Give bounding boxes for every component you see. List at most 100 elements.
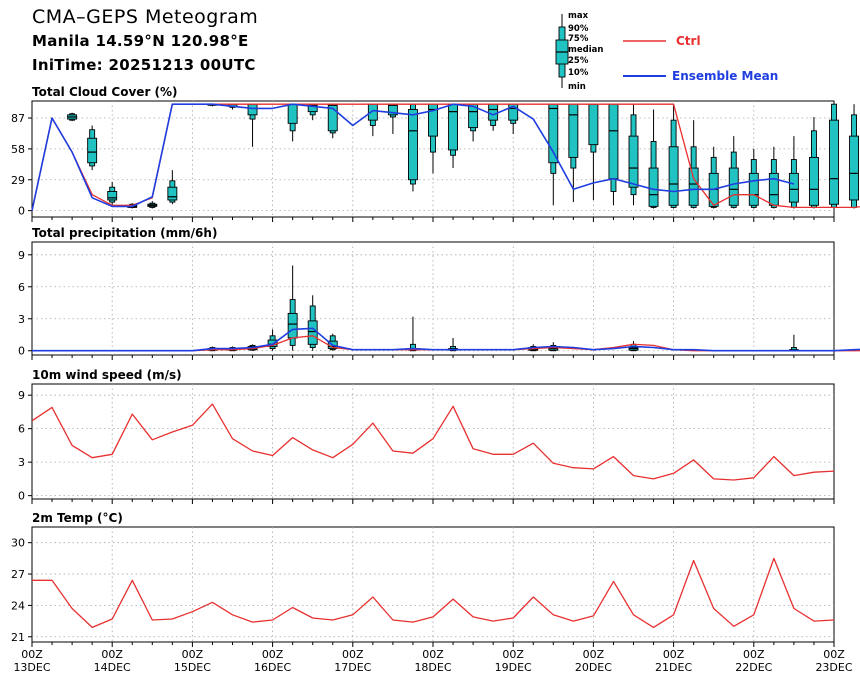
y-tick-label: 0 [18, 205, 25, 218]
y-tick-label: 6 [18, 281, 25, 294]
box-25-75 [829, 119, 839, 205]
y-tick-label: 3 [18, 456, 25, 469]
box-25-75 [688, 167, 699, 206]
ctrl-line [32, 335, 860, 352]
box-25-75 [588, 103, 599, 146]
panel-2: 0 3 6 9 Total precipitation (mm/6h) [18, 226, 860, 360]
panel-title: 10m wind speed (m/s) [32, 368, 182, 382]
x-date-label: 13DEC [13, 661, 50, 674]
x-date-label: 23DEC [815, 661, 852, 674]
box-mark [287, 103, 298, 142]
y-tick-label: 21 [11, 631, 25, 644]
box-mark [448, 103, 458, 169]
ctrl-line [32, 557, 835, 629]
box-mark [648, 109, 659, 209]
box-mark [748, 148, 759, 209]
x-hour-label: 00Z [502, 648, 524, 661]
box-25-75 [87, 137, 98, 164]
box-mark [287, 265, 298, 351]
legend-box-label: median [568, 45, 603, 55]
y-tick-label: 0 [18, 490, 25, 503]
box-mark [688, 120, 699, 209]
box-mark [468, 103, 479, 142]
x-date-label: 19DEC [495, 661, 532, 674]
panel-title: Total precipitation (mm/6h) [32, 226, 217, 240]
box-25-75 [668, 146, 679, 206]
box-mark [508, 103, 519, 134]
box-25-75 [247, 103, 258, 116]
y-tick-label: 6 [18, 423, 25, 436]
x-date-label: 17DEC [334, 661, 371, 674]
panel-3: 0 3 6 9 10m wind speed (m/s) [18, 368, 835, 504]
legend-box-label: max [568, 11, 589, 21]
box-mark [147, 201, 158, 209]
box-25-75 [809, 156, 819, 206]
box-mark [628, 104, 639, 206]
box-25-75 [648, 167, 659, 207]
x-hour-label: 00Z [262, 648, 284, 661]
box-mark [849, 104, 859, 209]
box-mark [548, 103, 559, 206]
plot-frame [31, 526, 835, 643]
box-mark [788, 334, 799, 352]
panel-title: 2m Temp (°C) [32, 511, 123, 525]
y-tick-label: 24 [11, 599, 25, 612]
box-mark [408, 316, 418, 352]
box-mark [829, 103, 839, 209]
y-tick-label: 3 [18, 313, 25, 326]
box-mark [87, 125, 98, 171]
panel-1: 0 29 58 87 Total Cloud Cover (%) [11, 85, 860, 222]
x-hour-label: 00Z [422, 648, 444, 661]
x-hour-label: 00Z [21, 648, 43, 661]
box-mark [668, 104, 679, 209]
box-25-75 [488, 103, 499, 121]
legend-box-label: 90% [568, 24, 589, 34]
x-date-label: 15DEC [174, 661, 211, 674]
box-mark [608, 103, 619, 206]
box-mark [488, 103, 499, 131]
box-mark [408, 103, 418, 192]
box-25-75 [728, 167, 739, 206]
x-hour-label: 00Z [182, 648, 204, 661]
y-tick-label: 30 [11, 537, 25, 550]
box-mark [768, 146, 779, 209]
box-25-75 [849, 135, 859, 201]
box-10-90 [410, 343, 416, 352]
y-tick-label: 9 [18, 249, 25, 262]
box-mark [788, 136, 799, 209]
box-25-75 [788, 172, 799, 203]
y-tick-label: 9 [18, 389, 25, 402]
y-tick-label: 29 [11, 174, 25, 187]
x-date-label: 21DEC [655, 661, 692, 674]
box-mark [167, 170, 178, 205]
x-hour-label: 00Z [342, 648, 364, 661]
box-mark [107, 181, 118, 206]
box-25-75 [628, 135, 639, 188]
x-date-label: 16DEC [254, 661, 291, 674]
x-date-label: 20DEC [575, 661, 612, 674]
box-25-75 [608, 103, 619, 180]
x-date-label: 22DEC [735, 661, 772, 674]
box-mark [448, 337, 458, 352]
box-25-75 [748, 172, 759, 206]
x-hour-label: 00Z [743, 648, 765, 661]
panel-4: 21 24 27 30 2m Temp (°C) [11, 511, 835, 647]
box-25-75 [568, 103, 579, 158]
y-tick-label: 58 [11, 143, 25, 156]
legend-mean-label: Ensemble Mean [672, 69, 778, 83]
box-25-75 [408, 109, 418, 181]
box-mark [568, 103, 579, 203]
box-mark [387, 103, 398, 134]
x-hour-label: 00Z [823, 648, 845, 661]
plot-frame [31, 241, 835, 356]
box-mark [307, 295, 318, 351]
page-title: CMA–GEPS Meteogram [32, 6, 259, 28]
ensemble-mean-line [31, 103, 795, 211]
x-date-label: 14DEC [94, 661, 131, 674]
x-date-label: 18DEC [414, 661, 451, 674]
box-mark [67, 112, 78, 122]
box-25-75 [167, 186, 178, 201]
x-hour-label: 00Z [583, 648, 605, 661]
y-tick-label: 0 [18, 345, 25, 358]
